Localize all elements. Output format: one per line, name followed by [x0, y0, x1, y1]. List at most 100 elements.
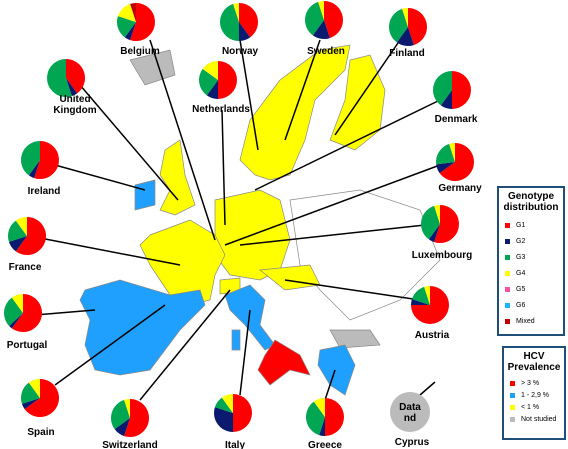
- legend-item: 1 - 2,9 %: [510, 389, 564, 401]
- pie-slice: [411, 299, 430, 305]
- pie-slice: [324, 1, 343, 39]
- pie-slice: [15, 217, 46, 256]
- iceland: [129, 49, 176, 86]
- pie-slice: [7, 220, 28, 242]
- leader: [334, 39, 401, 136]
- pie-slice: [34, 141, 60, 179]
- legend-swatch: [510, 416, 515, 422]
- leader: [254, 99, 441, 191]
- country-label: Switzerland: [102, 440, 158, 449]
- prevalence-legend: HCV Prevalence > 3 % 1 - 2,9 % < 1 % Not st…: [502, 346, 566, 440]
- legend-items: G1 G2 G3 G4 G5 G6 Mixed: [499, 217, 563, 329]
- pie-slice: [439, 143, 475, 181]
- leader: [34, 309, 96, 316]
- legend-label: G3: [516, 253, 526, 261]
- pie-slice: [305, 1, 324, 36]
- leader: [54, 164, 146, 191]
- pie-slice: [214, 397, 233, 413]
- cyprus-note: Data nd: [399, 402, 421, 424]
- leader: [324, 369, 336, 401]
- pie-slice: [47, 59, 72, 98]
- country-label: Greece: [308, 440, 342, 449]
- legend-swatch: [510, 404, 515, 410]
- pie-slice: [319, 417, 325, 436]
- greece: [317, 344, 356, 396]
- pie-slice: [220, 3, 239, 41]
- pie-slice: [396, 27, 414, 46]
- pie-slice: [66, 59, 85, 94]
- pie-slice: [11, 294, 23, 313]
- leader: [149, 39, 216, 241]
- legend-items: > 3 % 1 - 2,9 % < 1 % Not studied: [504, 377, 564, 425]
- legend-label: G1: [516, 221, 526, 229]
- pie-slice: [28, 160, 40, 179]
- leader: [284, 39, 321, 141]
- pie-slice: [15, 217, 27, 236]
- pie-slice: [202, 61, 218, 80]
- legend-item: < 1 %: [510, 401, 564, 413]
- legend-label: G6: [516, 301, 526, 309]
- pie-slice: [218, 61, 237, 99]
- pie-slice: [449, 143, 455, 162]
- legend-title: Genotype distribution: [503, 191, 559, 213]
- pie-slice: [402, 8, 408, 27]
- ireland: [134, 179, 156, 211]
- cyprus-no-data: [390, 392, 430, 432]
- legend-item: G3: [505, 249, 563, 265]
- pie-slice: [124, 22, 136, 41]
- uk: [159, 139, 196, 216]
- legend-swatch: [505, 270, 510, 276]
- pie-slice: [214, 407, 233, 432]
- pie-slice: [130, 3, 156, 41]
- pie-slice: [28, 379, 40, 398]
- iberia: [79, 279, 206, 376]
- country-label: Austria: [414, 330, 450, 341]
- pie-slice: [114, 418, 130, 437]
- sardinia: [231, 329, 241, 351]
- country-label: Italy: [224, 440, 246, 449]
- leader: [79, 84, 179, 201]
- pie-slice: [452, 71, 471, 109]
- pie-slice: [436, 162, 455, 174]
- leader: [221, 109, 226, 226]
- leader: [39, 237, 181, 266]
- pie-slice: [313, 398, 325, 417]
- pie-slice: [124, 399, 130, 418]
- country-label: France: [8, 262, 42, 273]
- leader: [284, 279, 421, 301]
- legend-label: > 3 %: [521, 379, 540, 387]
- balkans: [329, 329, 381, 349]
- pie-slice: [20, 382, 40, 404]
- pie-slice: [306, 401, 325, 436]
- legend-item: > 3 %: [510, 377, 564, 389]
- pie-slice: [20, 141, 40, 176]
- pie-slice: [233, 394, 252, 432]
- pie-slice: [3, 297, 23, 327]
- genotype-legend: Genotype distribution G1 G2 G3 G4 G5 G6 Mixed: [497, 186, 565, 336]
- legend-swatch: [510, 380, 515, 386]
- pie-slice: [428, 224, 440, 243]
- austria: [259, 264, 321, 291]
- legend-item: Mixed: [505, 313, 563, 329]
- leader: [224, 164, 441, 246]
- legend-swatch: [505, 254, 510, 260]
- legend-label: Mixed: [516, 317, 535, 325]
- legend-item: G5: [505, 281, 563, 297]
- pie-slice: [312, 20, 330, 39]
- legend-swatch: [510, 392, 515, 398]
- country-label: Ireland: [27, 186, 61, 197]
- country-label: Germany: [438, 183, 482, 194]
- pie-slice: [434, 205, 459, 243]
- pie-slice: [440, 90, 452, 109]
- pie-slice: [117, 3, 136, 23]
- country-label: Norway: [221, 46, 259, 57]
- legend-swatch: [505, 222, 510, 228]
- pies: [3, 1, 475, 438]
- legend-swatch: [505, 318, 510, 324]
- pie-slice: [389, 8, 408, 43]
- legend-item: G2: [505, 233, 563, 249]
- italy-south: [257, 339, 311, 386]
- pie-slice: [325, 398, 344, 436]
- country-label: Luxembourg: [411, 250, 473, 261]
- country-label: Sweden: [307, 46, 345, 57]
